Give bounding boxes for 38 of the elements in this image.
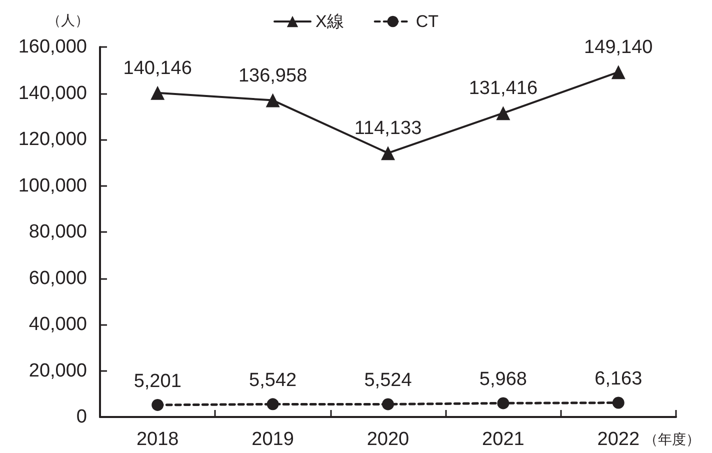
x-tick-label: 2019	[252, 429, 294, 450]
point	[497, 397, 510, 410]
point	[266, 398, 279, 410]
legend-label: X線	[316, 12, 344, 31]
y-tick-label: 80,000	[28, 222, 87, 242]
point	[496, 106, 510, 120]
x-tick-label: 2018	[136, 429, 179, 450]
y-tick-label: 40,000	[28, 314, 87, 335]
point	[266, 93, 280, 108]
y-tick-label: 0	[76, 406, 87, 428]
y-tick-label: 60,000	[28, 268, 87, 289]
x-tick-label: 2020	[366, 429, 410, 450]
data-label: 5,524	[364, 370, 412, 392]
legend-label: CT	[416, 12, 439, 31]
x-axis-title: （年度）	[644, 431, 700, 447]
y-tick-label: 160,000	[18, 36, 87, 58]
point	[150, 86, 165, 100]
data-label: 114,133	[354, 118, 422, 140]
point	[382, 398, 394, 410]
y-axis-title: （人）	[47, 12, 89, 28]
data-label: 5,968	[479, 369, 527, 390]
data-label: 149,140	[584, 37, 653, 58]
point	[381, 146, 395, 160]
x-tick-label: 2021	[482, 429, 524, 450]
data-label: 5,201	[134, 370, 182, 392]
y-tick-label: 120,000	[18, 129, 87, 150]
data-label: 6,163	[594, 368, 642, 390]
y-tick-label: 20,000	[28, 360, 87, 382]
data-label: 136,958	[238, 65, 308, 86]
point	[611, 65, 626, 80]
data-label: 140,146	[123, 58, 192, 79]
data-label: 131,416	[468, 78, 538, 100]
point	[612, 396, 624, 409]
point	[152, 398, 164, 411]
y-tick-label: 140,000	[18, 82, 87, 104]
data-label: 5,542	[249, 370, 297, 392]
y-tick-label: 100,000	[18, 175, 87, 196]
x-tick-label: 2022	[597, 429, 640, 450]
